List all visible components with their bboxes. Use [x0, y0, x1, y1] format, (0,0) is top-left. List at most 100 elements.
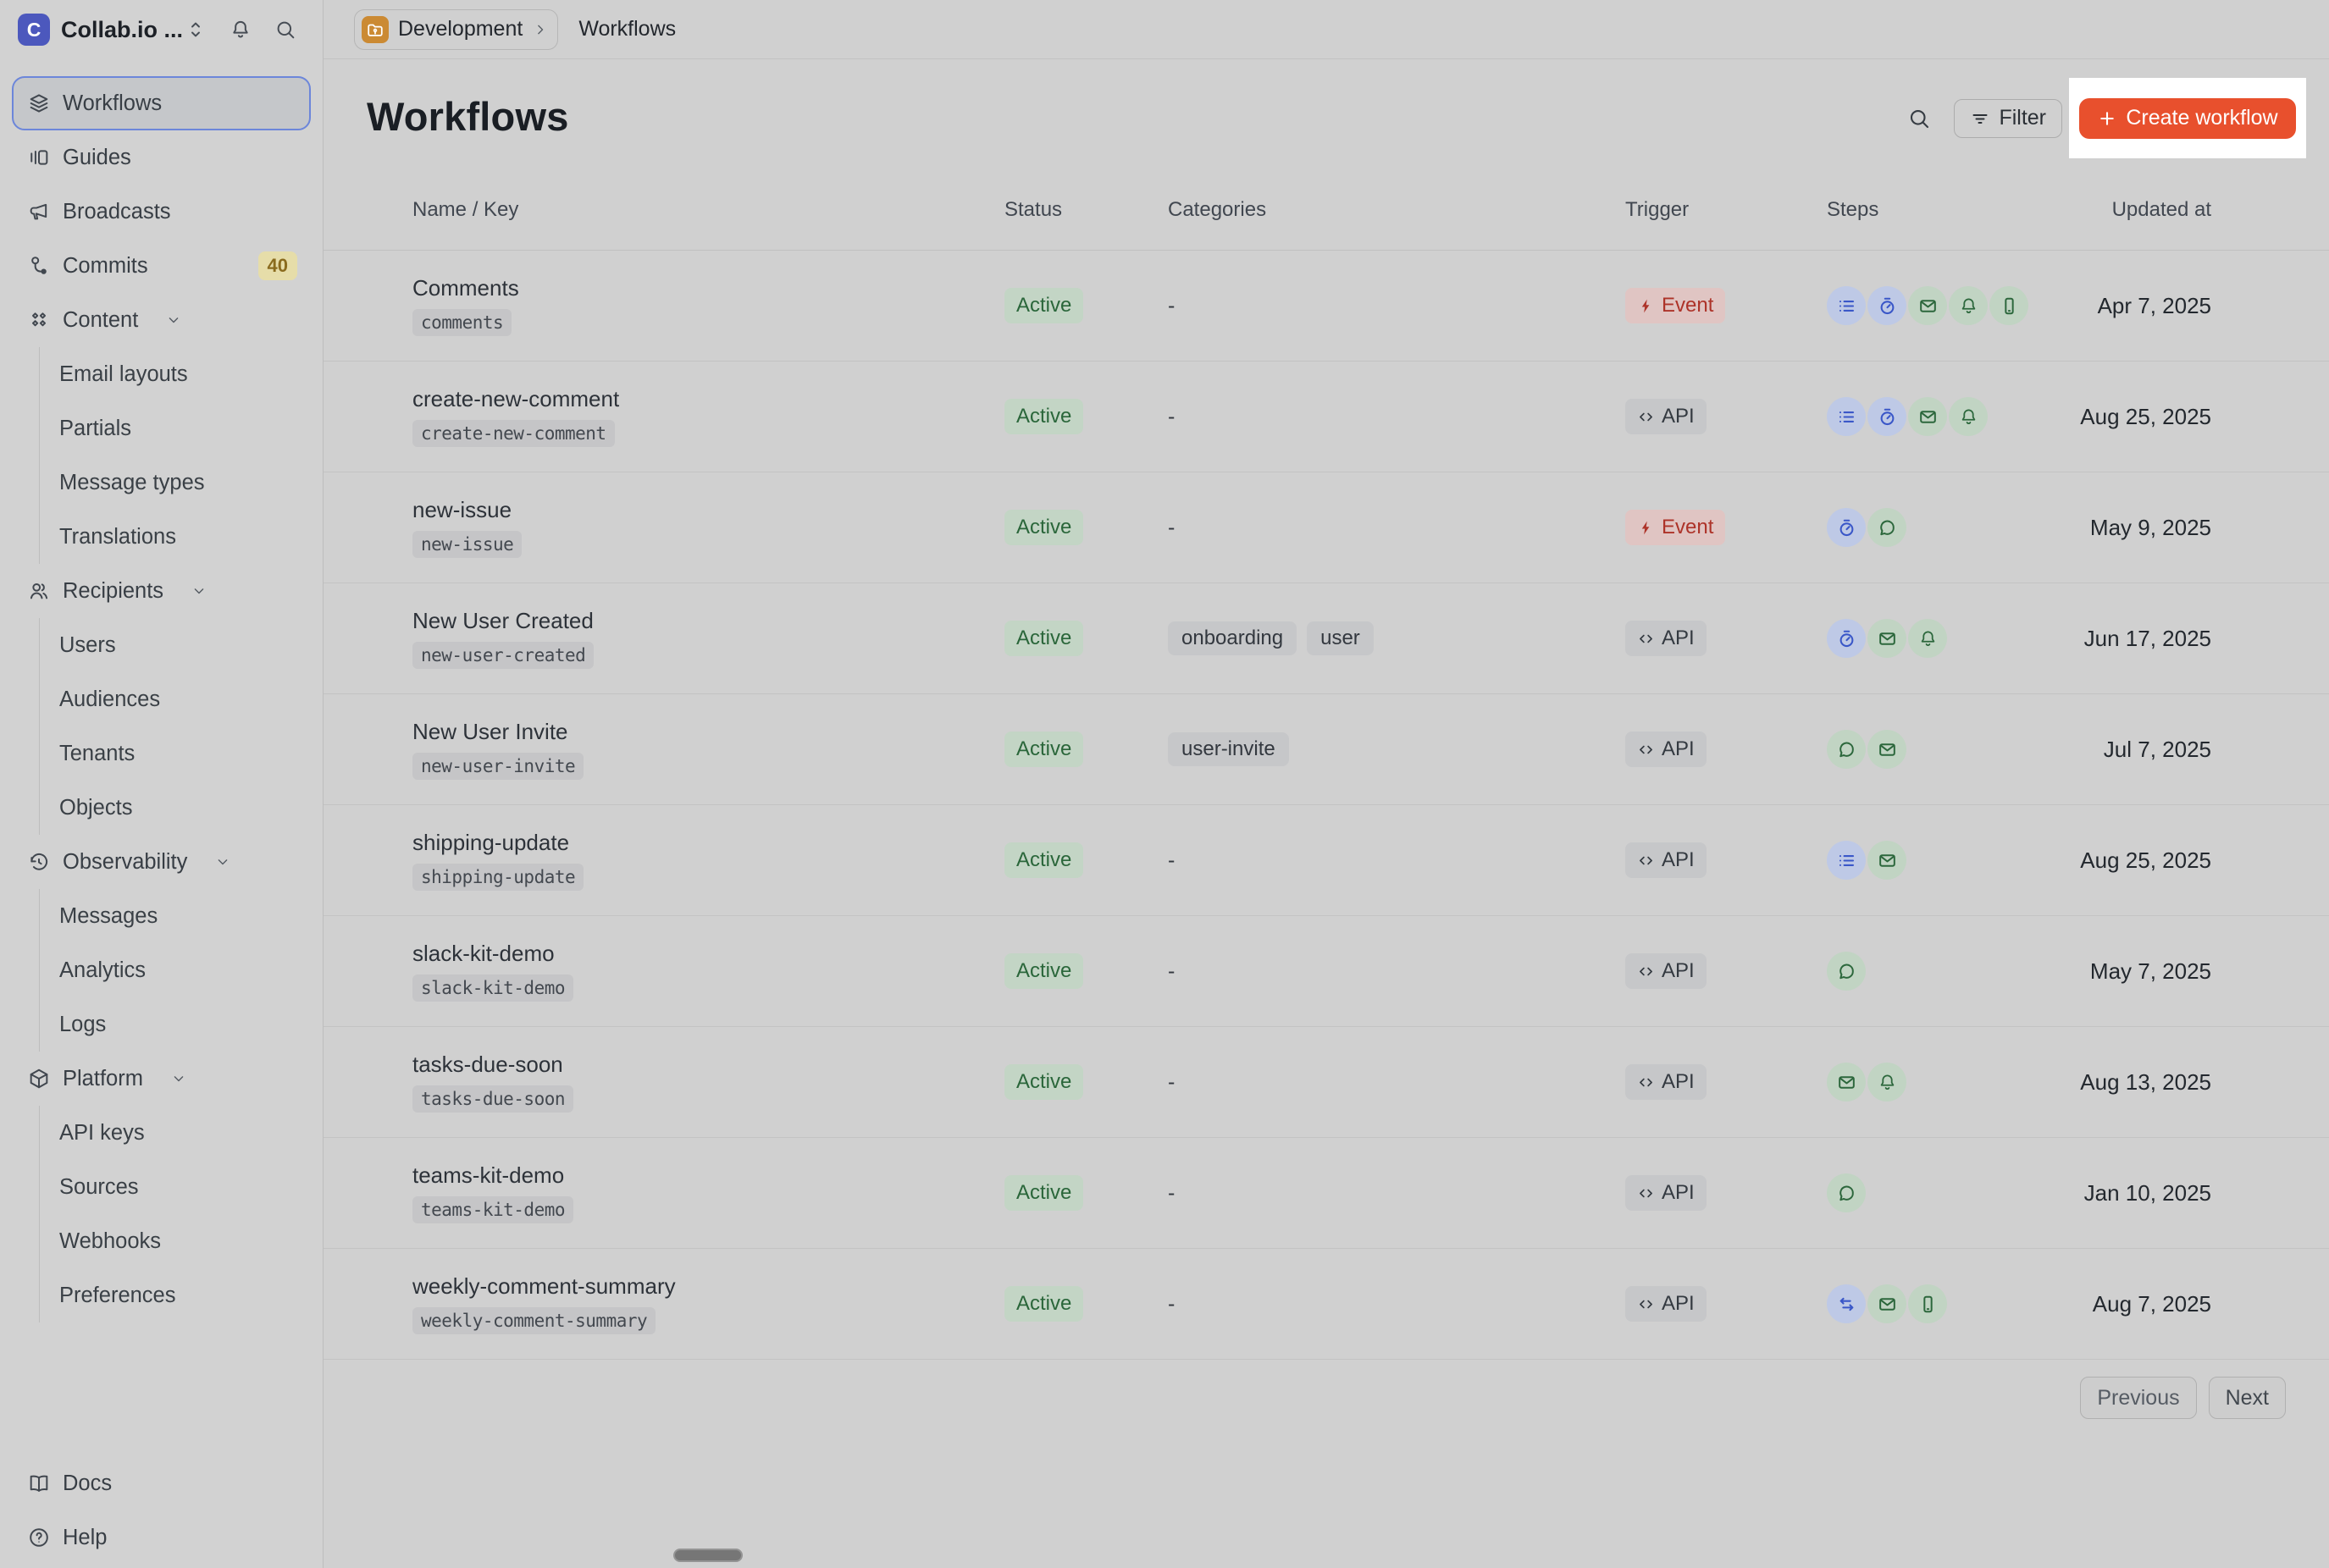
chat-icon	[1836, 961, 1857, 982]
steps-cell	[1827, 619, 2047, 658]
environment-switcher[interactable]: Development	[354, 8, 559, 50]
step-email-badge	[1867, 841, 1906, 880]
sidebar-item-partials[interactable]: Partials	[40, 401, 311, 455]
kebab-icon	[2270, 1180, 2295, 1206]
row-actions-button[interactable]	[2264, 1063, 2301, 1101]
sidebar-item-guides[interactable]: Guides	[12, 130, 311, 185]
previous-page-button[interactable]: Previous	[2080, 1377, 2197, 1419]
sidebar-item-webhooks[interactable]: Webhooks	[40, 1214, 311, 1268]
table-row-new-user-invite[interactable]: New User Invite new-user-invite Active u…	[324, 694, 2329, 805]
step-list-badge	[1827, 397, 1866, 436]
code-icon	[1637, 741, 1655, 759]
workspace-name[interactable]: Collab.io ...	[61, 16, 184, 42]
table-row-comments[interactable]: Comments comments Active - Event Apr 7, …	[324, 251, 2329, 362]
sidebar-item-logs[interactable]: Logs	[40, 997, 311, 1052]
sidebar-item-docs[interactable]: Docs	[12, 1456, 311, 1510]
sidebar-subitem-label: Sources	[59, 1174, 139, 1199]
row-actions-button[interactable]	[2264, 1174, 2301, 1212]
row-actions-button[interactable]	[2264, 952, 2301, 990]
workspace-switcher-icon[interactable]	[184, 18, 207, 41]
sidebar-item-observability[interactable]: Observability	[12, 835, 311, 889]
sidebar-search-icon[interactable]	[274, 18, 297, 41]
step-phone-badge	[1989, 286, 2028, 325]
sidebar-item-platform[interactable]: Platform	[12, 1052, 311, 1106]
subnav-observability: Messages Analytics Logs	[39, 889, 311, 1052]
table-row-new-issue[interactable]: new-issue new-issue Active - Event May 9…	[324, 472, 2329, 583]
code-icon	[1637, 852, 1655, 870]
col-updated-at: Updated at	[2111, 197, 2211, 221]
sidebar-item-help[interactable]: Help	[12, 1510, 311, 1565]
row-actions-button[interactable]	[2264, 1285, 2301, 1322]
row-actions-button[interactable]	[2264, 398, 2301, 435]
sidebar-item-workflows[interactable]: Workflows	[12, 76, 311, 130]
bell-icon	[1958, 406, 1979, 428]
row-actions-button[interactable]	[2264, 842, 2301, 879]
code-icon	[1637, 1074, 1655, 1091]
sidebar-item-commits[interactable]: Commits 40	[12, 239, 311, 293]
table-row-teams-kit-demo[interactable]: teams-kit-demo teams-kit-demo Active - A…	[324, 1138, 2329, 1249]
workflow-icon	[360, 1289, 390, 1319]
sidebar-subitem-label: Webhooks	[59, 1228, 162, 1253]
sidebar-item-email-layouts[interactable]: Email layouts	[40, 347, 311, 401]
next-page-button[interactable]: Next	[2208, 1377, 2286, 1419]
sidebar-item-messages[interactable]: Messages	[40, 889, 311, 943]
categories-cell: -	[1168, 847, 1176, 872]
row-actions-button[interactable]	[2264, 731, 2301, 768]
status-badge: Active	[1004, 510, 1084, 545]
sidebar-item-recipients[interactable]: Recipients	[12, 564, 311, 618]
sidebar-item-label: Observability	[63, 849, 188, 874]
sidebar-subitem-label: Analytics	[59, 958, 147, 982]
horizontal-scrollbar-thumb[interactable]	[673, 1549, 743, 1562]
filter-button[interactable]: Filter	[1954, 98, 2062, 138]
kebab-icon	[2270, 958, 2295, 984]
sidebar-item-users[interactable]: Users	[40, 618, 311, 672]
row-actions-button[interactable]	[2264, 287, 2301, 324]
workspace-logo[interactable]: C	[18, 14, 50, 46]
create-workflow-button[interactable]: Create workflow	[2079, 97, 2296, 139]
sidebar-item-preferences[interactable]: Preferences	[40, 1268, 311, 1322]
sidebar-item-api-keys[interactable]: API keys	[40, 1106, 311, 1160]
workflow-key: tasks-due-soon	[412, 1085, 574, 1113]
breadcrumb-current-page: Workflows	[578, 17, 677, 41]
table-row-tasks-due-soon[interactable]: tasks-due-soon tasks-due-soon Active - A…	[324, 1027, 2329, 1138]
row-actions-button[interactable]	[2264, 509, 2301, 546]
sidebar-item-message-types[interactable]: Message types	[40, 455, 311, 510]
trigger-badge: API	[1625, 1175, 1707, 1211]
sidebar-item-sources[interactable]: Sources	[40, 1160, 311, 1214]
notifications-bell-icon[interactable]	[229, 18, 252, 41]
kebab-icon	[2270, 515, 2295, 540]
col-steps: Steps	[1827, 197, 1879, 221]
step-timer-badge	[1867, 286, 1906, 325]
search-icon[interactable]	[1906, 106, 1932, 131]
updated-at: Jul 7, 2025	[2103, 736, 2211, 762]
steps-cell	[1827, 841, 2047, 880]
chevron-down-icon	[191, 582, 207, 599]
table-row-slack-kit-demo[interactable]: slack-kit-demo slack-kit-demo Active - A…	[324, 916, 2329, 1027]
table-row-create-new-comment[interactable]: create-new-comment create-new-comment Ac…	[324, 362, 2329, 472]
workflow-icon	[360, 845, 390, 875]
col-categories: Categories	[1168, 197, 1267, 221]
updated-at: Jan 10, 2025	[2083, 1179, 2211, 1206]
sidebar-item-translations[interactable]: Translations	[40, 510, 311, 564]
sidebar-item-content[interactable]: Content	[12, 293, 311, 347]
table-row-shipping-update[interactable]: shipping-update shipping-update Active -…	[324, 805, 2329, 916]
row-actions-button[interactable]	[2264, 620, 2301, 657]
steps-cell	[1827, 1284, 2047, 1323]
email-icon	[1877, 739, 1898, 760]
sidebar-subitem-label: Logs	[59, 1012, 107, 1036]
table-row-new-user-created[interactable]: New User Created new-user-created Active…	[324, 583, 2329, 694]
step-chat-badge	[1827, 952, 1866, 991]
table-row-weekly-comment-summary[interactable]: weekly-comment-summary weekly-comment-su…	[324, 1249, 2329, 1360]
sidebar-item-audiences[interactable]: Audiences	[40, 672, 311, 726]
table-header-row: Name / Key Status Categories Trigger Ste…	[324, 169, 2329, 251]
sidebar-item-tenants[interactable]: Tenants	[40, 726, 311, 781]
step-email-badge	[1908, 397, 1947, 436]
sidebar-item-analytics[interactable]: Analytics	[40, 943, 311, 997]
steps-cell	[1827, 397, 2047, 436]
step-chat-badge	[1827, 730, 1866, 769]
sidebar-item-label: Broadcasts	[63, 199, 171, 224]
sidebar-item-objects[interactable]: Objects	[40, 781, 311, 835]
workflow-key: create-new-comment	[412, 420, 615, 447]
sidebar-item-broadcasts[interactable]: Broadcasts	[12, 185, 311, 239]
steps-cell	[1827, 952, 2047, 991]
